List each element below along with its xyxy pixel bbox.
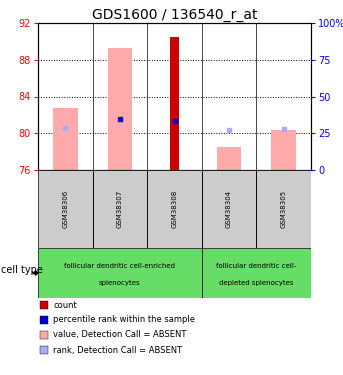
Title: GDS1600 / 136540_r_at: GDS1600 / 136540_r_at (92, 8, 257, 22)
Bar (202, 248, 311, 298)
Text: cell type: cell type (1, 265, 43, 275)
Text: depleted splenocytes: depleted splenocytes (219, 280, 294, 286)
Bar (53, 108, 78, 170)
Text: GSM38305: GSM38305 (281, 190, 287, 228)
Bar (170, 37, 179, 170)
Bar (202, 170, 257, 248)
Bar (271, 130, 296, 170)
Bar (108, 48, 132, 170)
Text: count: count (54, 300, 77, 309)
Bar (147, 170, 202, 248)
Text: splenocytes: splenocytes (99, 280, 141, 286)
Bar (38, 170, 93, 248)
Text: percentile rank within the sample: percentile rank within the sample (54, 315, 196, 324)
Text: GSM38308: GSM38308 (172, 190, 177, 228)
Bar (38, 248, 202, 298)
Bar (217, 147, 241, 170)
Text: GSM38304: GSM38304 (226, 190, 232, 228)
Bar (93, 170, 147, 248)
Text: GSM38307: GSM38307 (117, 190, 123, 228)
Text: value, Detection Call = ABSENT: value, Detection Call = ABSENT (54, 330, 187, 339)
Text: GSM38306: GSM38306 (62, 190, 68, 228)
Text: follicular dendritic cell-: follicular dendritic cell- (216, 262, 297, 268)
Text: rank, Detection Call = ABSENT: rank, Detection Call = ABSENT (54, 345, 182, 354)
Text: follicular dendritic cell-enriched: follicular dendritic cell-enriched (64, 262, 175, 268)
Bar (257, 170, 311, 248)
